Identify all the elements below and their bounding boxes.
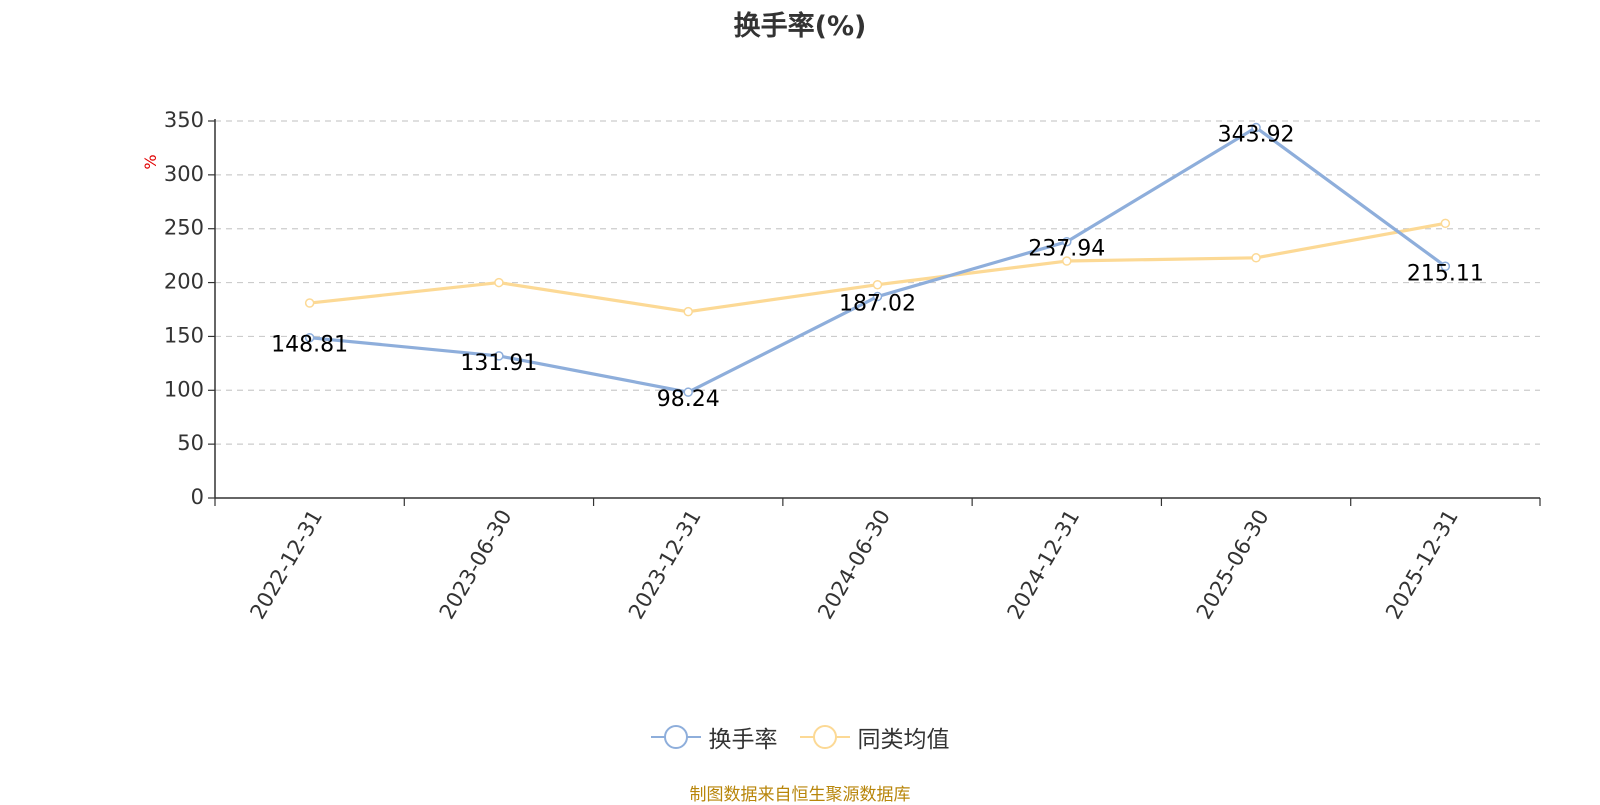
data-label: 98.24: [657, 387, 720, 412]
x-tick-label: 2025-12-31: [1381, 506, 1463, 624]
y-tick-label: 50: [177, 431, 204, 455]
data-label: 215.11: [1407, 261, 1484, 286]
x-tick-label: 2024-06-30: [813, 506, 895, 624]
series-point-0: [494, 351, 504, 361]
legend-marker-turnover: [650, 725, 701, 749]
legend-label-turnover: 换手率: [708, 727, 778, 753]
data-label: 148.81: [271, 333, 348, 358]
x-tick-label: 2025-06-30: [1192, 506, 1274, 624]
series-point-0: [1062, 236, 1072, 247]
x-tick-label: 2023-12-31: [624, 506, 706, 624]
series-point-1: [683, 306, 693, 317]
y-axis-unit-label: %: [141, 154, 160, 169]
y-tick-label: 300: [164, 162, 204, 186]
y-tick-label: 0: [191, 485, 204, 509]
series-point-1: [1062, 256, 1072, 266]
series-point-1: [494, 277, 504, 288]
x-tick-label: 2023-06-30: [435, 506, 517, 624]
series-point-1: [304, 298, 315, 308]
legend-item-turnover[interactable]: 换手率: [650, 720, 778, 754]
series-point-0: [1440, 261, 1451, 272]
series-point-0: [872, 291, 883, 302]
series-point-1: [1440, 218, 1451, 229]
data-label: 237.94: [1028, 237, 1105, 262]
y-tick-label: 350: [164, 108, 204, 132]
series-point-1: [872, 279, 883, 290]
x-tick-label: 2024-12-31: [1003, 506, 1085, 624]
series-point-1: [1251, 253, 1261, 263]
data-label: 131.91: [460, 351, 537, 376]
data-source-note: 制图数据来自恒生聚源数据库: [689, 785, 911, 805]
data-labels: 148.81 131.91 98.24 187.02 237.94 343.92 215.1…: [271, 123, 1484, 413]
legend-marker-peer-average: [799, 725, 850, 749]
chart-title: 换手率(%): [733, 11, 867, 42]
legend-item-peer-average[interactable]: 同类均值: [799, 720, 950, 754]
series-lines: [304, 122, 1451, 397]
series-point-0: [304, 332, 315, 343]
data-label: 187.02: [839, 292, 916, 317]
y-tick-label: 250: [164, 216, 204, 240]
x-tick-label: 2022-12-31: [245, 506, 327, 624]
series-point-0: [1251, 122, 1261, 133]
y-tick-label: 200: [164, 270, 204, 294]
axes: 0 50 100 150 200 250 300 350% 2022-12-31 2023-06-…: [141, 108, 1541, 624]
legend: 换手率 同类均值: [0, 720, 1600, 754]
legend-label-peer-average: 同类均值: [857, 727, 950, 753]
data-label: 343.92: [1218, 123, 1295, 148]
y-tick-label: 100: [164, 377, 204, 401]
y-tick-label: 150: [164, 323, 204, 347]
series-point-0: [683, 387, 693, 397]
